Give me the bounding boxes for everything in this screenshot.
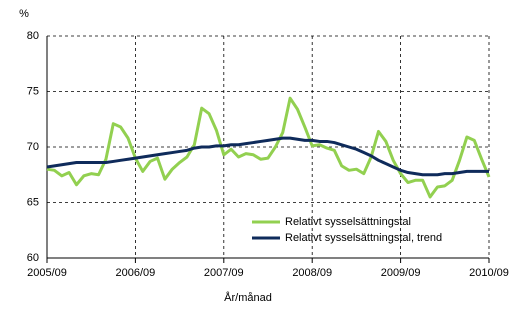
y-unit: % [19,8,29,20]
line-series [46,136,489,177]
x-tick-label: 2005/09 [27,267,67,279]
x-tick-label: 2006/09 [116,267,156,279]
y-tick-label: 80 [27,30,39,42]
legend-label: Relativt sysselsättningstal, trend [285,232,442,244]
line-series [46,96,491,199]
x-tick-label: 2008/09 [292,267,332,279]
x-axis-title: År/månad [224,291,272,304]
legend-label: Relativt sysselsättningstal [285,216,411,228]
x-tick-label: 2009/09 [381,267,421,279]
x-tick-label: 2010/09 [469,267,509,279]
x-tick-label: 2007/09 [204,267,244,279]
y-tick-label: 60 [27,252,39,264]
y-tick-label: 65 [27,196,39,208]
y-tick-label: 70 [27,141,39,153]
y-tick-label: 75 [27,85,39,97]
